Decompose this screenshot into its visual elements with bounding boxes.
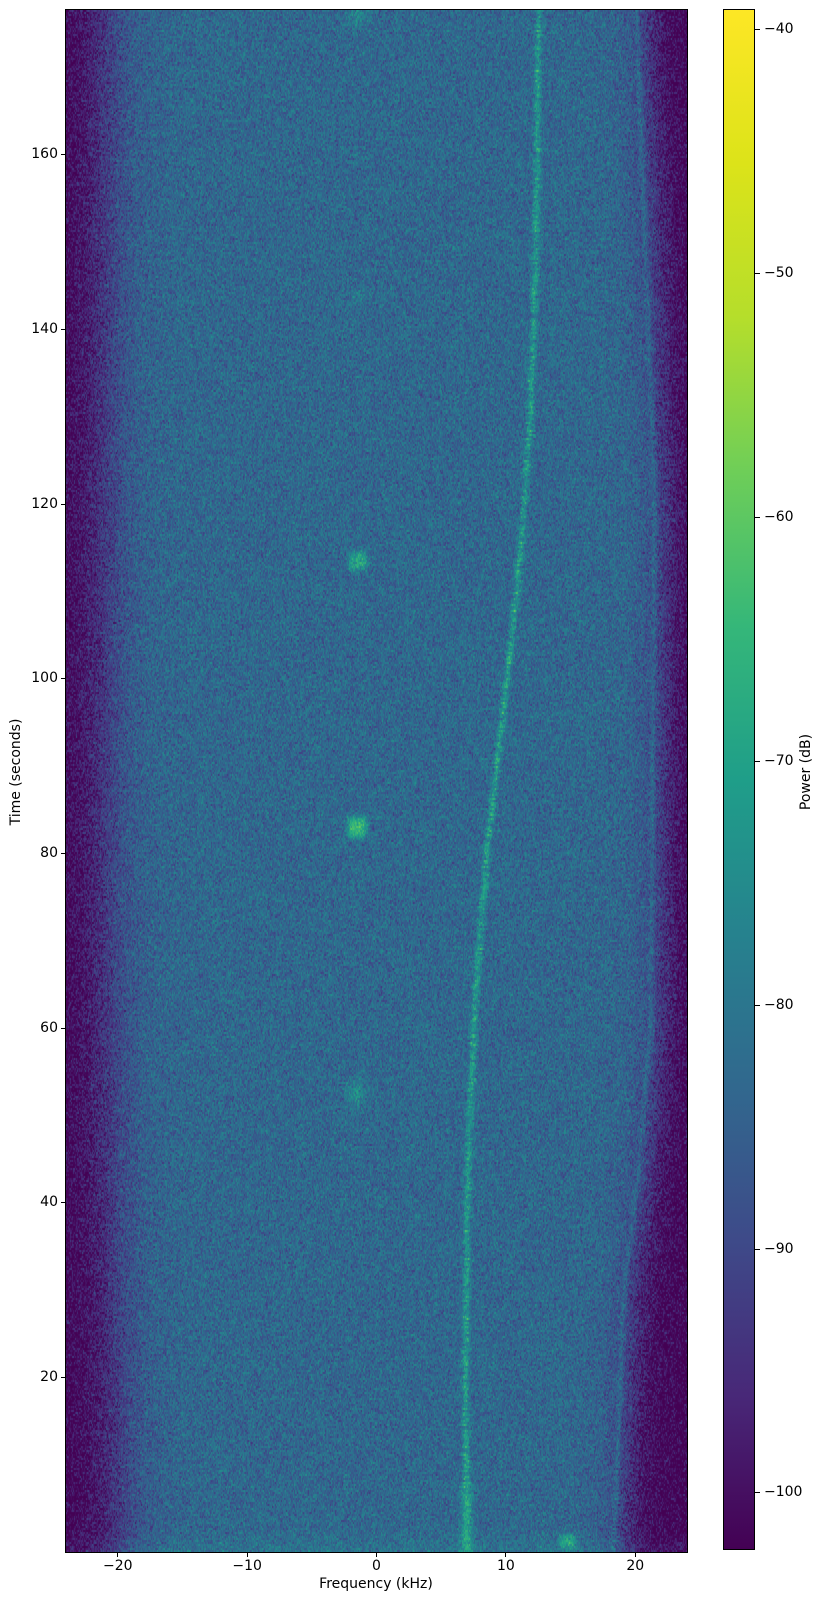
y-tick-mark bbox=[61, 1202, 65, 1204]
x-tick-label: 0 bbox=[372, 1558, 381, 1574]
x-tick-mark bbox=[117, 1553, 119, 1557]
colorbar bbox=[723, 9, 755, 1550]
colorbar-tick-mark bbox=[755, 1248, 760, 1250]
x-tick-label: 10 bbox=[496, 1558, 515, 1574]
x-tick-mark bbox=[246, 1553, 248, 1557]
colorbar-tick-mark bbox=[755, 516, 760, 518]
y-tick-mark bbox=[61, 154, 65, 156]
x-tick-mark bbox=[634, 1553, 636, 1557]
y-tick-label: 60 bbox=[40, 1019, 58, 1036]
y-axis-label: Time (seconds) bbox=[8, 718, 24, 826]
x-tick-mark bbox=[376, 1553, 377, 1557]
y-tick-label: 40 bbox=[40, 1194, 58, 1211]
colorbar-tick-label: −70 bbox=[764, 752, 794, 769]
y-tick-mark bbox=[61, 503, 65, 505]
y-tick-label: 140 bbox=[31, 321, 58, 338]
x-tick-mark bbox=[505, 1553, 507, 1557]
colorbar-tick-mark bbox=[755, 29, 760, 30]
colorbar-tick-mark bbox=[755, 272, 760, 274]
colorbar-tick-mark bbox=[755, 1492, 760, 1494]
x-tick-label: 20 bbox=[626, 1558, 645, 1574]
y-tick-label: 120 bbox=[31, 495, 58, 512]
spectrogram-heatmap bbox=[66, 10, 687, 1552]
x-tick-label: −10 bbox=[232, 1558, 262, 1574]
y-tick-mark bbox=[61, 1376, 65, 1378]
y-tick-label: 20 bbox=[40, 1368, 58, 1385]
y-tick-mark bbox=[61, 1027, 65, 1029]
y-tick-label: 160 bbox=[31, 146, 58, 163]
y-tick-label: 100 bbox=[31, 670, 58, 687]
y-tick-mark bbox=[61, 852, 65, 854]
colorbar-tick-label: −50 bbox=[764, 264, 794, 281]
colorbar-tick-label: −80 bbox=[764, 996, 794, 1013]
x-axis-label: Frequency (kHz) bbox=[319, 1576, 433, 1592]
y-tick-mark bbox=[61, 678, 65, 680]
y-tick-label: 80 bbox=[40, 844, 58, 861]
colorbar-tick-label: −90 bbox=[764, 1240, 794, 1257]
colorbar-label: Power (dB) bbox=[798, 733, 814, 811]
colorbar-tick-mark bbox=[755, 1004, 760, 1006]
y-tick-mark bbox=[61, 329, 65, 331]
colorbar-tick-label: −100 bbox=[764, 1484, 803, 1501]
x-tick-label: −20 bbox=[102, 1558, 133, 1574]
colorbar-tick-label: −60 bbox=[764, 508, 794, 525]
colorbar-tick-label: −40 bbox=[764, 21, 794, 37]
colorbar-tick-mark bbox=[755, 760, 760, 762]
